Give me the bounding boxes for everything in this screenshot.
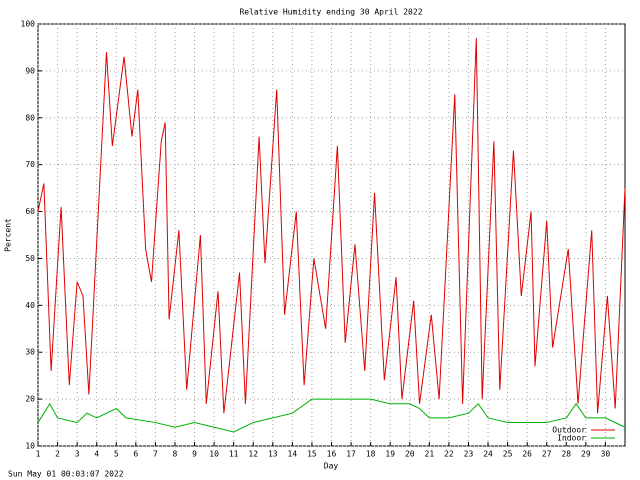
chart-title: Relative Humidity ending 30 April 2022 [239, 8, 422, 17]
y-tick-label: 30 [25, 348, 35, 357]
y-axis-label: Percent [4, 218, 13, 252]
y-tick-label: 80 [25, 113, 35, 122]
x-tick-label: 21 [425, 450, 435, 459]
x-tick-label: 14 [288, 450, 298, 459]
x-tick-label: 3 [75, 450, 80, 459]
x-tick-label: 7 [153, 450, 158, 459]
x-tick-label: 18 [366, 450, 376, 459]
y-tick-label: 60 [25, 207, 35, 216]
legend-label: Outdoor [552, 426, 586, 435]
x-tick-label: 23 [464, 450, 474, 459]
x-axis-label: Day [324, 462, 339, 471]
x-tick-label: 11 [229, 450, 239, 459]
x-tick-label: 17 [346, 450, 356, 459]
x-tick-label: 15 [307, 450, 317, 459]
y-tick-label: 10 [25, 442, 35, 451]
x-tick-label: 4 [94, 450, 99, 459]
x-tick-label: 12 [248, 450, 258, 459]
x-tick-label: 13 [268, 450, 278, 459]
x-tick-label: 22 [444, 450, 454, 459]
x-tick-label: 10 [209, 450, 219, 459]
data-line [37, 38, 626, 414]
x-tick-label: 1 [36, 450, 41, 459]
x-tick-label: 16 [327, 450, 337, 459]
x-tick-label: 29 [581, 450, 591, 459]
legend-label: Indoor [557, 434, 586, 443]
y-tick-label: 90 [25, 66, 35, 75]
y-tick-label: 70 [25, 160, 35, 169]
y-tick-label: 40 [25, 301, 35, 310]
x-tick-label: 28 [561, 450, 571, 459]
x-tick-label: 24 [483, 450, 493, 459]
x-tick-label: 27 [542, 450, 552, 459]
x-tick-label: 2 [55, 450, 60, 459]
x-tick-label: 8 [173, 450, 178, 459]
x-tick-label: 20 [405, 450, 415, 459]
data-line [37, 398, 626, 433]
x-tick-label: 25 [503, 450, 513, 459]
x-tick-label: 5 [114, 450, 119, 459]
y-tick-label: 50 [25, 254, 35, 263]
x-tick-label: 9 [192, 450, 197, 459]
footer: Sun May 01 00:03:07 2022 [8, 470, 124, 479]
x-tick-label: 30 [601, 450, 611, 459]
y-tick-label: 100 [21, 20, 36, 29]
y-tick-label: 20 [25, 395, 35, 404]
x-tick-label: 26 [522, 450, 532, 459]
x-tick-label: 19 [385, 450, 395, 459]
x-tick-label: 6 [133, 450, 138, 459]
